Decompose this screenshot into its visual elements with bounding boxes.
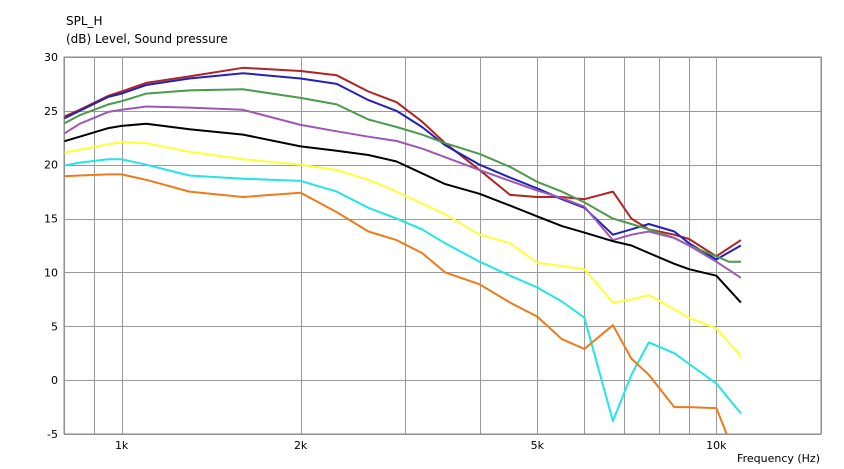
y-tick-label: 10	[44, 266, 58, 279]
y-tick-label: 5	[51, 320, 58, 333]
y-tick-label: 20	[44, 159, 58, 172]
x-tick-label: 2k	[294, 439, 308, 452]
series-line-6	[64, 141, 742, 358]
y-tick-label: 25	[44, 105, 58, 118]
y-tick-label: 15	[44, 213, 58, 226]
x-tick-label: 10k	[706, 439, 727, 452]
series-line-2	[64, 72, 742, 261]
series-line-4	[64, 105, 742, 279]
x-tick-label: 5k	[531, 439, 545, 452]
series-line-8	[64, 173, 728, 434]
y-tick-label: 0	[51, 374, 58, 387]
series-line-7	[64, 158, 742, 423]
chart-title: SPL_H	[66, 14, 103, 28]
y-tick-label: 30	[44, 51, 58, 64]
y-tick-label: -5	[47, 428, 58, 441]
x-tick-labels: 1k 2k 5k 10k	[115, 439, 727, 452]
plot-area-border	[63, 56, 822, 435]
x-axis-label: Frequency (Hz)	[737, 452, 820, 465]
y-axis-label: (dB) Level, Sound pressure	[66, 32, 228, 46]
series-layer	[64, 66, 742, 434]
x-tick-label: 1k	[115, 439, 129, 452]
series-line-5	[64, 122, 742, 304]
y-tick-labels: -5 0 5 10 15 20 25 30	[44, 51, 58, 441]
